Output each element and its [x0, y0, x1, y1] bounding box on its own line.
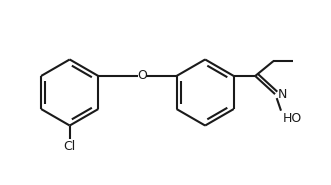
Text: Cl: Cl	[64, 140, 76, 153]
Text: O: O	[137, 70, 147, 83]
Text: N: N	[277, 88, 287, 101]
Text: HO: HO	[283, 112, 302, 125]
